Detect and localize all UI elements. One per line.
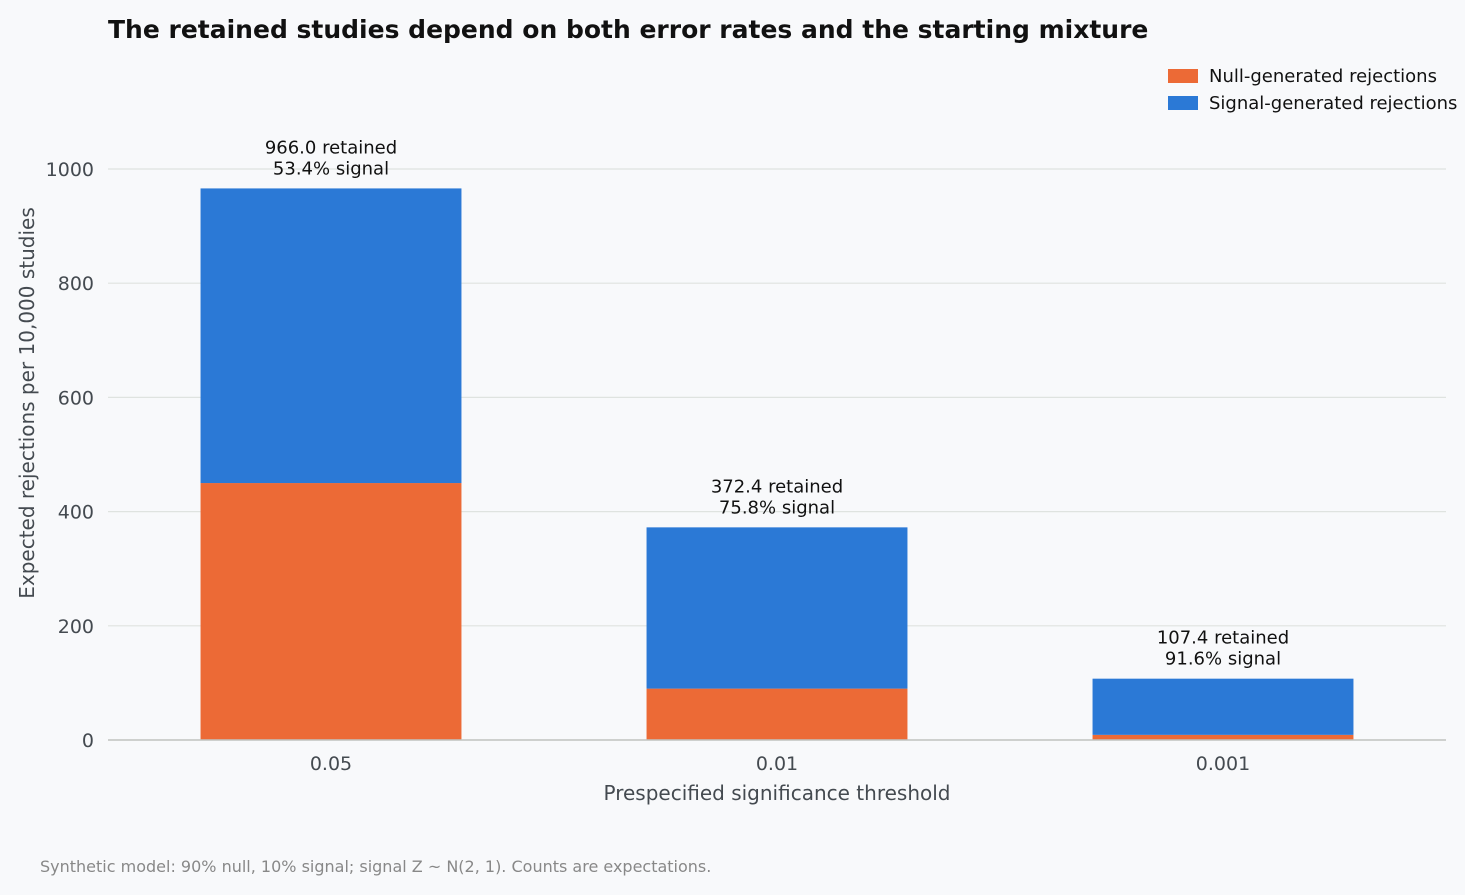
bar-signal-segment: [1092, 678, 1354, 735]
y-tick-label: 200: [58, 616, 94, 638]
chart-title: The retained studies depend on both erro…: [108, 15, 1148, 44]
x-axis-ticks: 0.05 0.01 0.001: [310, 753, 1250, 775]
legend-label-null: Null-generated rejections: [1209, 66, 1437, 87]
legend-label-signal: Signal-generated rejections: [1209, 93, 1457, 114]
bar-signal-segment: [646, 527, 908, 689]
x-tick-label: 0.05: [310, 753, 352, 775]
legend: Null-generated rejections Signal-generate…: [1168, 66, 1457, 114]
y-tick-label: 1000: [46, 159, 94, 181]
bar-total-label: 372.4 retained: [711, 476, 843, 497]
x-tick-label: 0.01: [756, 753, 798, 775]
legend-swatch-signal: [1168, 96, 1198, 110]
y-tick-label: 600: [58, 387, 94, 409]
bar-signal-share-label: 53.4% signal: [273, 158, 389, 179]
bar-signal-share-label: 75.8% signal: [719, 497, 835, 518]
y-axis-label: Expected rejections per 10,000 studies: [15, 207, 39, 599]
bar-total-label: 966.0 retained: [265, 137, 397, 158]
y-tick-label: 800: [58, 273, 94, 295]
x-tick-label: 0.001: [1196, 753, 1250, 775]
bar-null-segment: [1092, 734, 1354, 740]
bar-total-label: 107.4 retained: [1157, 628, 1289, 649]
bar-null-segment: [646, 688, 908, 740]
bar-null-segment: [200, 483, 462, 740]
footnote: Synthetic model: 90% null, 10% signal; s…: [40, 857, 711, 876]
x-axis-label: Prespecified significance threshold: [603, 781, 950, 805]
y-tick-label: 0: [82, 730, 94, 752]
y-axis-ticks: 0 200 400 600 800 1000: [46, 159, 94, 752]
bar-signal-share-label: 91.6% signal: [1165, 649, 1281, 670]
bars: [200, 188, 1354, 740]
bar-signal-segment: [200, 188, 462, 484]
y-tick-label: 400: [58, 502, 94, 524]
legend-swatch-null: [1168, 69, 1198, 83]
